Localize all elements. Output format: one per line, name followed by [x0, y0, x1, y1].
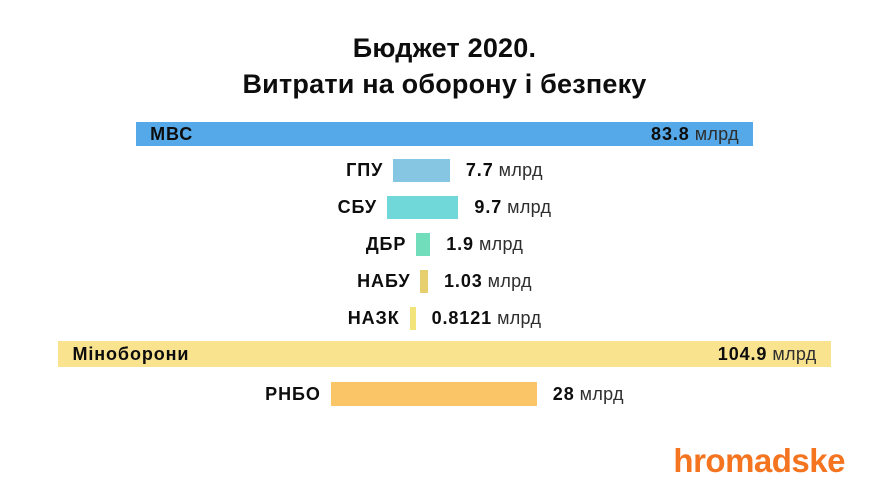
bar-label: НАЗК — [347, 308, 400, 328]
bar-value-unit: млрд — [498, 160, 543, 180]
bar-value-number: 9.7 — [474, 197, 503, 217]
bar-row: ДБР 1.9 млрд — [0, 233, 889, 256]
bar-value-number: 0.8121 — [431, 308, 493, 328]
bar-segment — [393, 159, 450, 182]
bar-row: НАБУ 1.03 млрд — [0, 270, 889, 293]
bar-segment — [387, 196, 459, 219]
bar-label: СБУ — [337, 197, 378, 217]
bar-segment: МВС 83.8 млрд — [136, 122, 753, 146]
bar-value: 83.8 млрд — [651, 124, 739, 145]
bar-segment: Міноборони 104.9 млрд — [58, 341, 831, 367]
bar-row: МВС 83.8 млрд — [0, 122, 889, 146]
bar-label: МВС — [150, 123, 194, 144]
bar-value-unit: млрд — [579, 383, 624, 404]
bar-value: 9.7 млрд — [474, 197, 551, 218]
bar-segment — [330, 382, 537, 406]
bar-value-number: 83.8 — [651, 123, 690, 144]
bar-label: РНБО — [265, 383, 321, 404]
bar-row: ГПУ 7.7 млрд — [0, 159, 889, 182]
bar-value-number: 1.03 — [444, 271, 483, 291]
bar-label: ДБР — [365, 234, 407, 254]
bar-value: 7.7 млрд — [466, 160, 543, 181]
bar-label: Міноборони — [72, 343, 190, 364]
bar-value: 104.9 млрд — [718, 344, 817, 365]
bar-value-number: 104.9 — [717, 343, 768, 364]
bar-value-unit: млрд — [487, 271, 532, 291]
chart-title: Бюджет 2020. Витрати на оборону і безпек… — [0, 30, 889, 102]
bar-value-number: 7.7 — [465, 160, 494, 180]
bar-value-number: 28 — [552, 383, 575, 404]
hromadske-logo: hromadske — [673, 442, 845, 479]
bar-value: 1.03 млрд — [444, 271, 532, 292]
bar-value-unit: млрд — [507, 197, 552, 217]
chart-title-line2: Витрати на оборону і безпеку — [242, 69, 647, 99]
bar-value: 0.8121 млрд — [432, 308, 542, 329]
bar-row: РНБО 28 млрд — [0, 382, 889, 406]
bar-label: ГПУ — [346, 160, 384, 180]
bar-segment — [416, 233, 431, 256]
bar-value: 28 млрд — [553, 384, 624, 405]
bar-value-unit: млрд — [479, 234, 524, 254]
bar-value: 1.9 млрд — [446, 234, 523, 255]
bar-row: СБУ 9.7 млрд — [0, 196, 889, 219]
bar-segment — [409, 307, 416, 330]
bar-value-unit: млрд — [497, 308, 542, 328]
bar-value-unit: млрд — [772, 343, 817, 364]
bar-value-number: 1.9 — [446, 234, 474, 254]
bar-row: НАЗК 0.8121 млрд — [0, 307, 889, 330]
chart-title-line1: Бюджет 2020. — [352, 33, 537, 63]
bar-value-unit: млрд — [694, 123, 739, 144]
bar-segment — [420, 270, 429, 293]
bar-label: НАБУ — [357, 271, 411, 291]
bar-row: Міноборони 104.9 млрд — [0, 341, 889, 367]
